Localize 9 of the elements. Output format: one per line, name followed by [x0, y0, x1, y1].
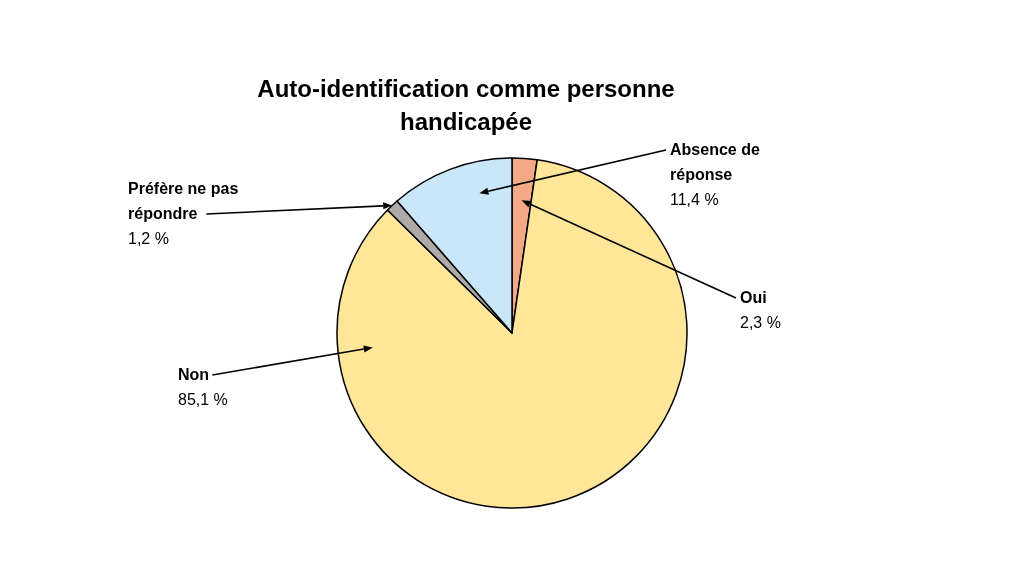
- slice-label: Non: [178, 366, 210, 383]
- data-label: 1,2 %: [128, 230, 169, 247]
- data-label: 11,4 %: [670, 191, 719, 208]
- data-label: 85,1 %: [178, 391, 228, 408]
- slice-label: Absence de réponse: [670, 141, 760, 183]
- slice-label: Oui: [740, 289, 767, 306]
- slice-label: Préfère ne pas répondre: [128, 180, 239, 222]
- chart-title: Auto-identification comme personne handicapée: [257, 75, 675, 135]
- data-label: 2,3 %: [740, 314, 781, 331]
